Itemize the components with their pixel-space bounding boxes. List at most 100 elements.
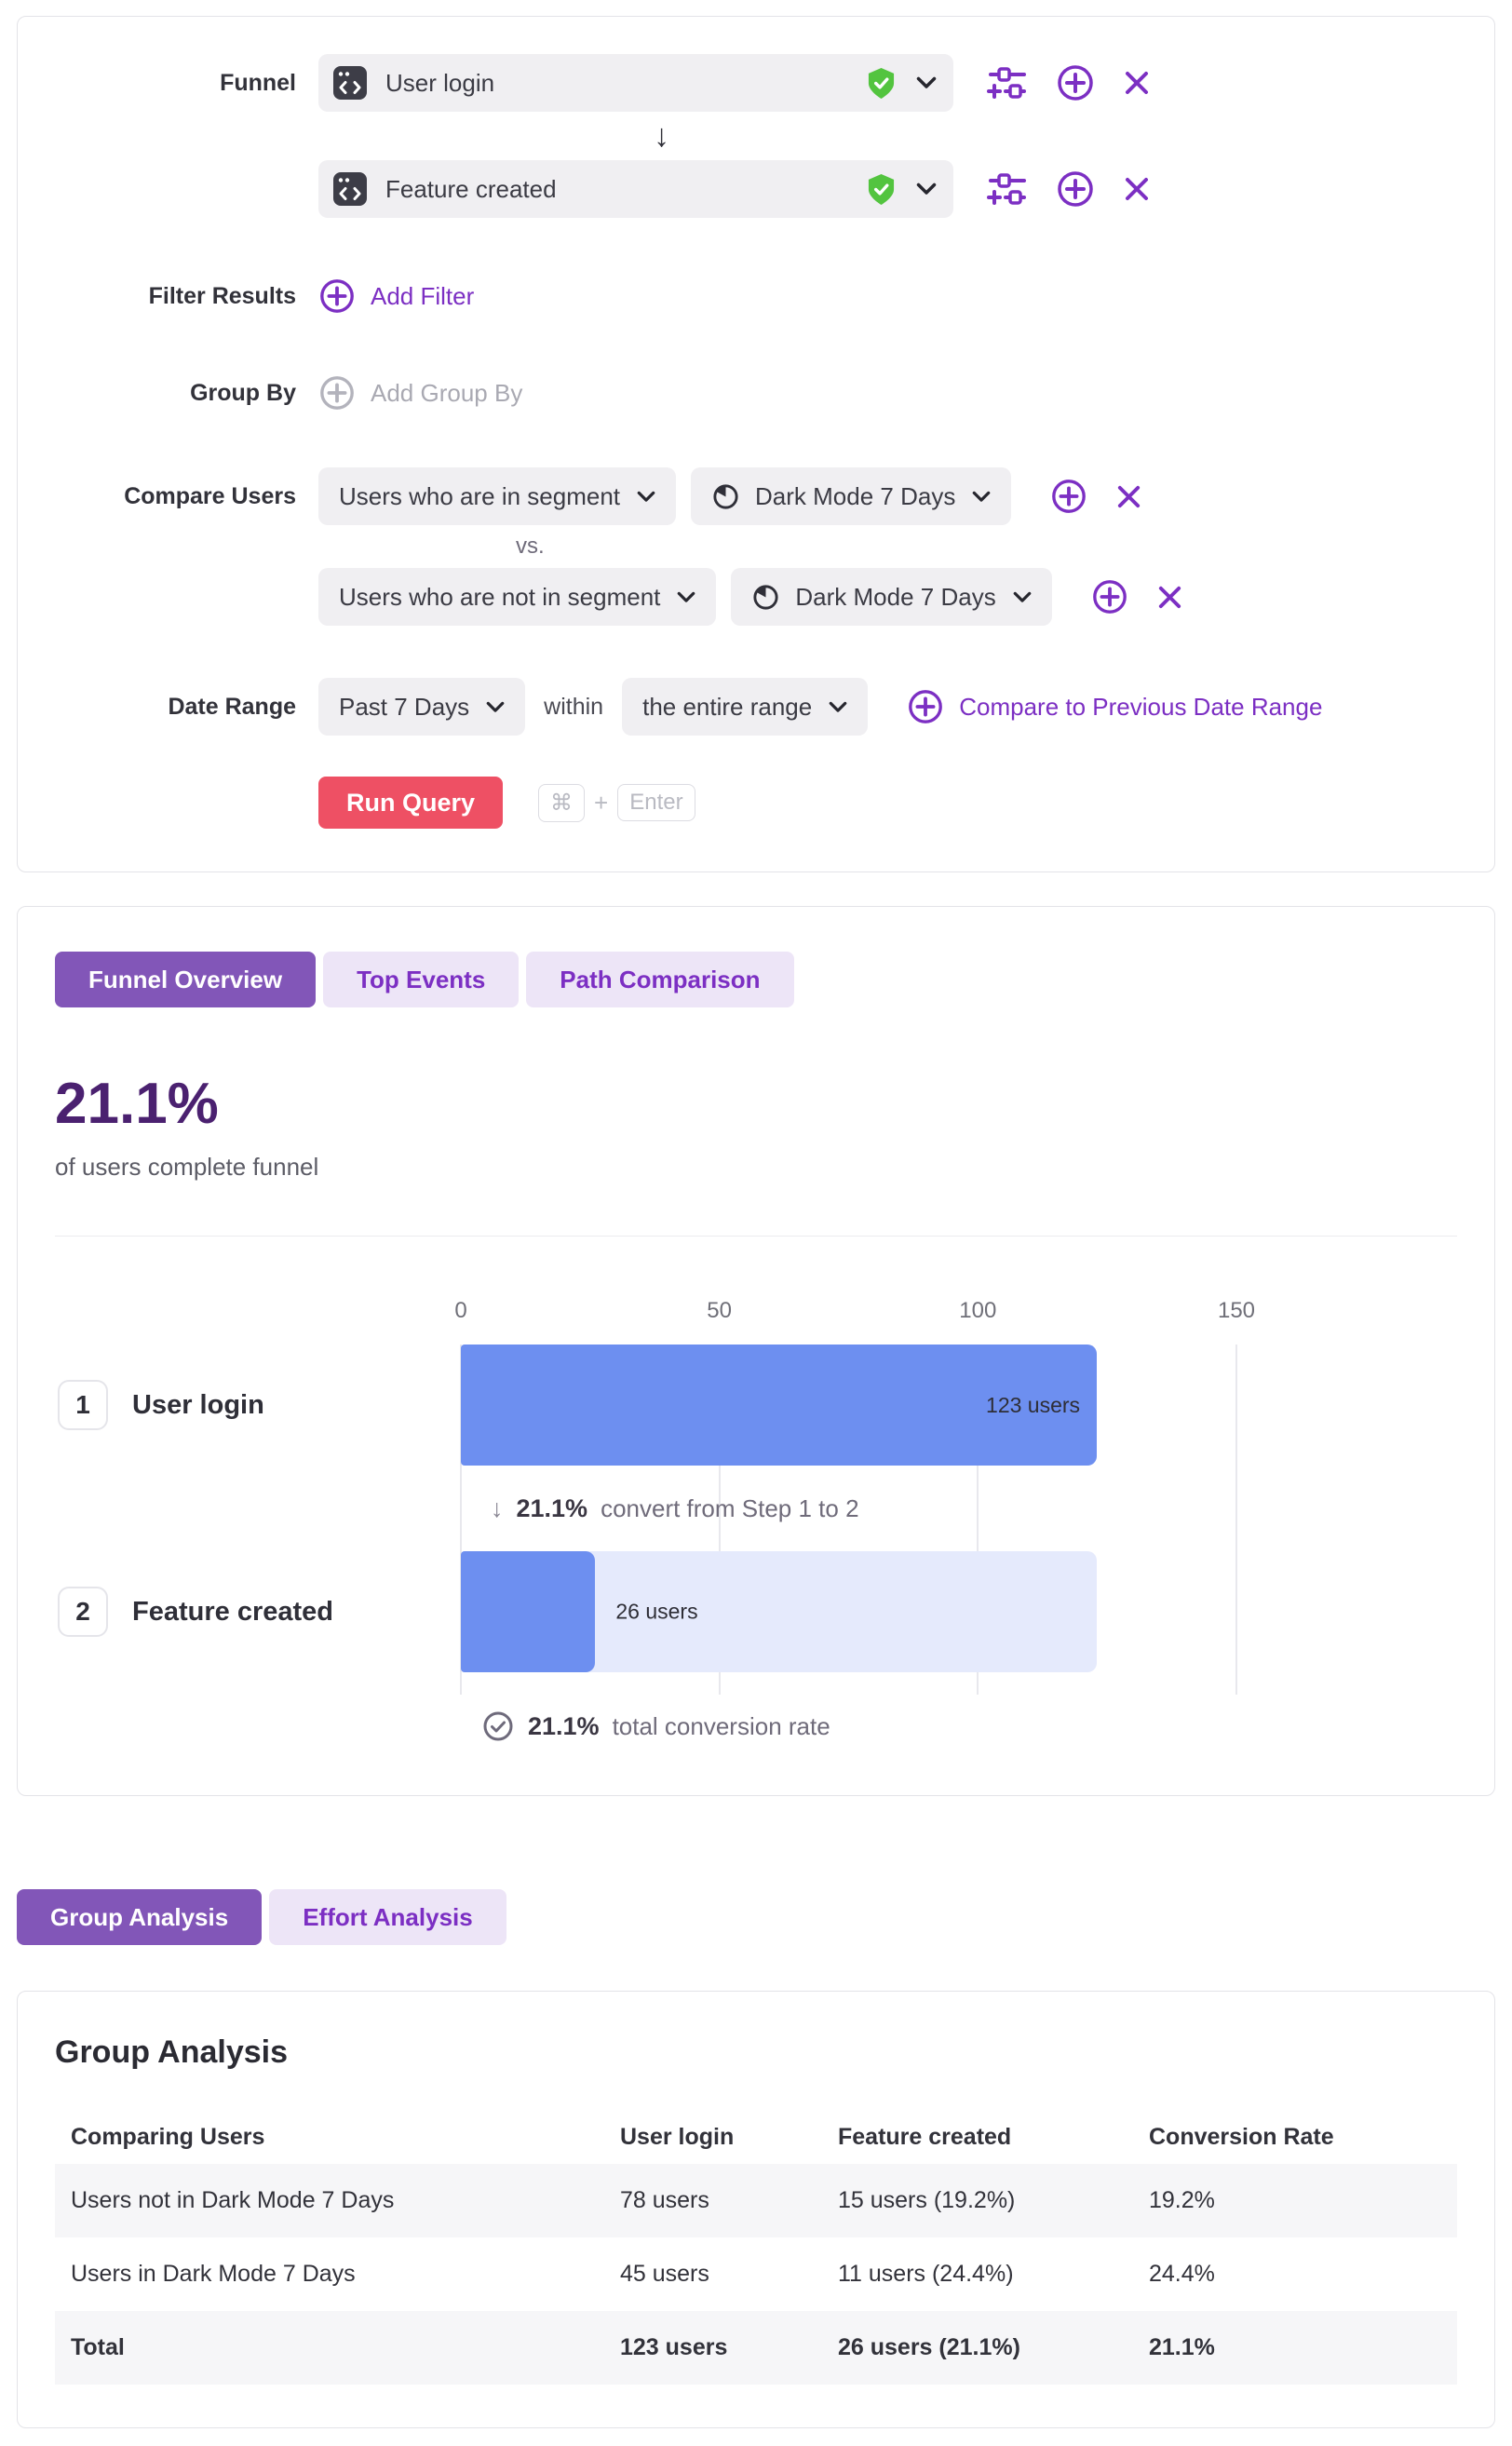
column-header-feature-created: Feature created [838,2123,1012,2150]
table-row-total: Total 123 users 26 users (21.1%) 21.1% [55,2311,1457,2385]
run-query-row: Run Query ⌘ + Enter [55,777,1457,829]
step-1-number-badge: 1 [58,1380,108,1430]
tab-path-comparison[interactable]: Path Comparison [526,952,794,1007]
verified-badge-icon [867,67,896,100]
compare-selector-1-value: Users who are in segment [339,481,621,510]
tab-funnel-overview[interactable]: Funnel Overview [55,952,317,1007]
cell-conversion-rate: 24.4% [1149,2261,1215,2287]
compare-previous-date-range-label: Compare to Previous Date Range [959,692,1323,721]
chart-axis: 0 50 100 150 [454,1298,1255,1328]
compare-segment-1-value: Dark Mode 7 Days [755,481,956,510]
filter-results-row: Filter Results Add Filter [55,272,1457,320]
date-range-dropdown[interactable]: Past 7 Days [318,678,526,736]
date-range-value: Past 7 Days [339,692,470,721]
group-analysis-table: Comparing Users User login Feature creat… [55,2110,1457,2385]
chevron-down-icon [486,701,505,713]
compare-segment-2-value: Dark Mode 7 Days [795,582,996,611]
event-icon [331,170,369,208]
chevron-down-icon [829,701,847,713]
axis-tick: 100 [959,1298,997,1323]
remove-step-icon[interactable] [1123,69,1151,97]
axis-tick: 150 [1217,1298,1256,1323]
cell-conversion-rate: 21.1% [1149,2334,1215,2360]
remove-step-icon[interactable] [1123,175,1151,203]
funnel-bar-fill-step-2[interactable] [461,1551,596,1672]
funnel-step-2-select[interactable]: Feature created [318,160,953,218]
cell-user-login: 123 users [620,2334,728,2360]
add-compare-icon[interactable] [1091,578,1128,615]
chevron-down-icon [637,491,655,503]
gridline [1235,1345,1237,1695]
step-2-number-badge: 2 [58,1587,108,1637]
axis-tick: 50 [707,1298,733,1323]
check-circle-icon [481,1709,515,1743]
table-header-row: Comparing Users User login Feature creat… [55,2110,1457,2164]
cell-feature-created: 15 users (19.2%) [838,2187,1016,2213]
funnel-step-2-row: Feature created [55,160,1457,218]
add-filter-button[interactable]: Add Filter [318,277,474,315]
advanced-filter-icon[interactable] [985,169,1028,209]
step-1-users-label: 123 users [986,1392,1081,1417]
remove-compare-icon[interactable] [1156,584,1183,611]
compare-segment-2-dropdown[interactable]: Dark Mode 7 Days [731,568,1052,626]
funnel-chart: 0 50 100 150 1 User login 123 users [55,1298,1457,1745]
funnel-step-1-select[interactable]: User login [318,54,953,112]
group-analysis-card: Group Analysis Comparing Users User logi… [17,1991,1495,2428]
gridline [718,1345,721,1695]
add-filter-label: Add Filter [371,281,475,310]
tab-group-analysis[interactable]: Group Analysis [17,1889,263,1945]
shortcut-plus: + [594,788,609,817]
analysis-tabs: Group Analysis Effort Analysis [17,1889,1495,1945]
conversion-headline: 21.1% [55,1072,219,1136]
enter-key-chip: Enter [617,784,695,821]
tab-top-events[interactable]: Top Events [323,952,520,1007]
funnel-bar-step-1[interactable]: 123 users [461,1345,1098,1466]
total-conversion-value: 21.1% [528,1711,600,1740]
total-conversion-row: 21.1% total conversion rate [55,1708,1457,1745]
step-1-chart-label: User login [132,1389,264,1420]
run-query-button[interactable]: Run Query [318,777,504,829]
compare-selector-2-dropdown[interactable]: Users who are not in segment [318,568,717,626]
segment-pie-icon [751,583,780,612]
event-icon [331,64,369,101]
cell-group: Users in Dark Mode 7 Days [71,2261,356,2287]
cell-group: Users not in Dark Mode 7 Days [71,2187,395,2213]
add-group-by-button[interactable]: Add Group By [318,374,522,412]
compare-users-label: Compare Users [124,482,296,509]
add-filter-icon [318,277,356,315]
step-connector-row: ↓ [55,112,1457,160]
chevron-down-icon [677,591,695,603]
query-builder-card: Funnel User login [17,16,1495,872]
table-row: Users in Dark Mode 7 Days 45 users 11 us… [55,2237,1457,2311]
compare-users-row-2: Users who are not in segment Dark Mode 7… [55,568,1457,626]
total-conversion-text: total conversion rate [612,1711,830,1740]
step-2-event-name: Feature created [385,174,557,203]
tab-effort-analysis[interactable]: Effort Analysis [269,1889,506,1945]
step-conversion-value: 21.1% [516,1493,588,1522]
date-range-row: Date Range Past 7 Days within the entire… [55,678,1457,736]
add-compare-icon[interactable] [1050,478,1087,515]
funnel-step-1-chart-row: 1 User login 123 users [55,1345,1457,1466]
add-group-by-icon [318,374,356,412]
compare-previous-date-range-button[interactable]: Compare to Previous Date Range [907,688,1322,725]
chevron-down-icon [1013,591,1032,603]
cell-feature-created: 11 users (24.4%) [838,2261,1014,2287]
group-analysis-title: Group Analysis [55,2034,289,2070]
compare-segment-1-dropdown[interactable]: Dark Mode 7 Days [691,467,1012,525]
chart-gridlines [460,1345,1237,1695]
funnel-results-card: Funnel Overview Top Events Path Comparis… [17,906,1495,1796]
cell-conversion-rate: 19.2% [1149,2187,1215,2213]
chevron-down-icon [972,491,991,503]
date-range-label: Date Range [168,693,296,720]
add-step-icon[interactable] [1056,169,1095,209]
arrow-down-icon: ↓ [654,117,669,154]
conversion-window-dropdown[interactable]: the entire range [622,678,869,736]
filter-results-label: Filter Results [148,282,296,309]
remove-compare-icon[interactable] [1115,483,1142,510]
gridline [460,1345,462,1695]
add-step-icon[interactable] [1056,63,1095,102]
advanced-filter-icon[interactable] [985,63,1028,102]
add-group-by-label: Add Group By [371,378,523,407]
compare-selector-1-dropdown[interactable]: Users who are in segment [318,467,677,525]
cell-feature-created: 26 users (21.1%) [838,2334,1020,2360]
